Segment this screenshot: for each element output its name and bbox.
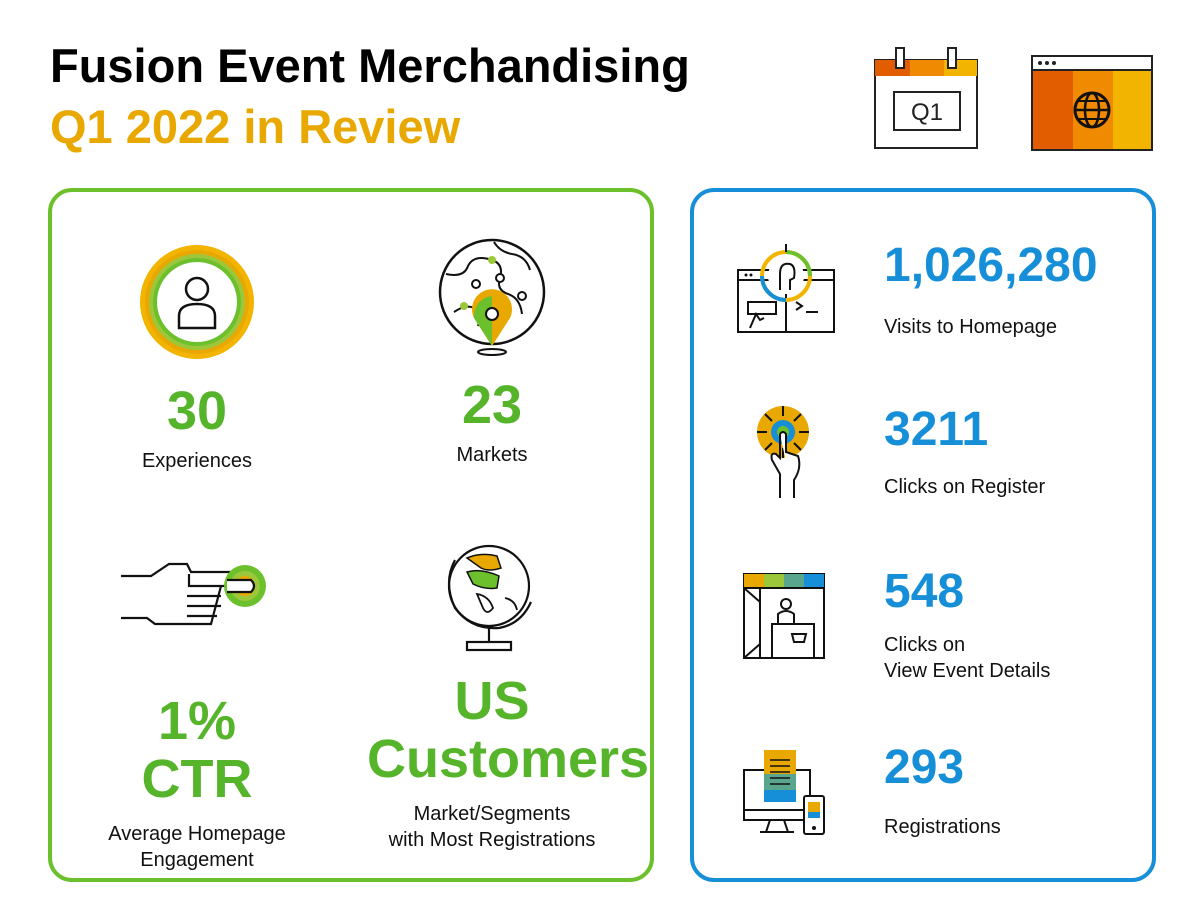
customers-value-line1: US xyxy=(454,671,530,731)
stat-register-clicks: 3211 Clicks on Register xyxy=(694,398,1160,518)
event-booth-icon xyxy=(742,572,826,665)
ctr-card: 1% CTR Average Homepage Engagement xyxy=(82,552,312,873)
customers-value-line2: Customers xyxy=(367,729,650,790)
calendar-q1-icon: Q1 xyxy=(872,44,982,157)
globe-pin-icon xyxy=(438,238,546,356)
stat-label-line2: View Event Details xyxy=(884,660,1051,682)
desk-globe-icon xyxy=(447,544,533,652)
browser-globe-icon xyxy=(1030,54,1154,157)
page-title: Fusion Event Merchandising xyxy=(50,39,690,92)
markets-label: Markets xyxy=(456,444,528,467)
stat-label: Registrations xyxy=(884,816,1001,838)
ctr-value-line2: CTR xyxy=(141,749,253,810)
homepage-visit-icon xyxy=(734,240,838,341)
stat-event-details-clicks: 548 Clicks on View Event Details xyxy=(694,566,1160,696)
stat-value: 3211 xyxy=(884,403,989,456)
stat-label: Visits to Homepage xyxy=(884,316,1058,338)
customers-card: US Customers Market/Segments with Most R… xyxy=(367,538,650,853)
stat-value: 548 xyxy=(884,565,965,618)
calendar-q1-text: Q1 xyxy=(911,99,943,126)
stat-label-line1: Clicks on xyxy=(884,634,966,656)
hand-pointing-icon xyxy=(121,562,266,626)
experiences-card: 30 Experiences xyxy=(97,242,297,474)
devices-registration-icon xyxy=(742,748,828,843)
experiences-value: 30 xyxy=(166,381,228,441)
customers-label-line1: Market/Segments xyxy=(413,802,571,825)
ctr-value-line1: 1% xyxy=(157,691,237,751)
stat-registrations: 293 Registrations xyxy=(694,740,1160,860)
person-circle-icon xyxy=(140,245,254,359)
stat-value: 1,026,280 xyxy=(884,239,1098,292)
ctr-label-line2: Engagement xyxy=(140,848,254,871)
stat-label: Clicks on Register xyxy=(884,476,1046,498)
metrics-panel: 1,026,280 Visits to Homepage 3211 Clicks… xyxy=(690,188,1156,882)
ctr-label-line1: Average Homepage xyxy=(108,822,286,845)
highlights-panel: 30 Experiences 23 Markets xyxy=(48,188,654,882)
experiences-label: Experiences xyxy=(141,450,253,473)
click-tap-icon xyxy=(750,398,820,507)
markets-card: 23 Markets xyxy=(392,234,592,468)
stat-value: 293 xyxy=(884,741,965,794)
markets-value: 23 xyxy=(461,375,523,435)
stat-homepage-visits: 1,026,280 Visits to Homepage xyxy=(694,232,1160,352)
customers-label-line2: with Most Registrations xyxy=(388,828,596,851)
page-subtitle: Q1 2022 in Review xyxy=(50,100,461,153)
